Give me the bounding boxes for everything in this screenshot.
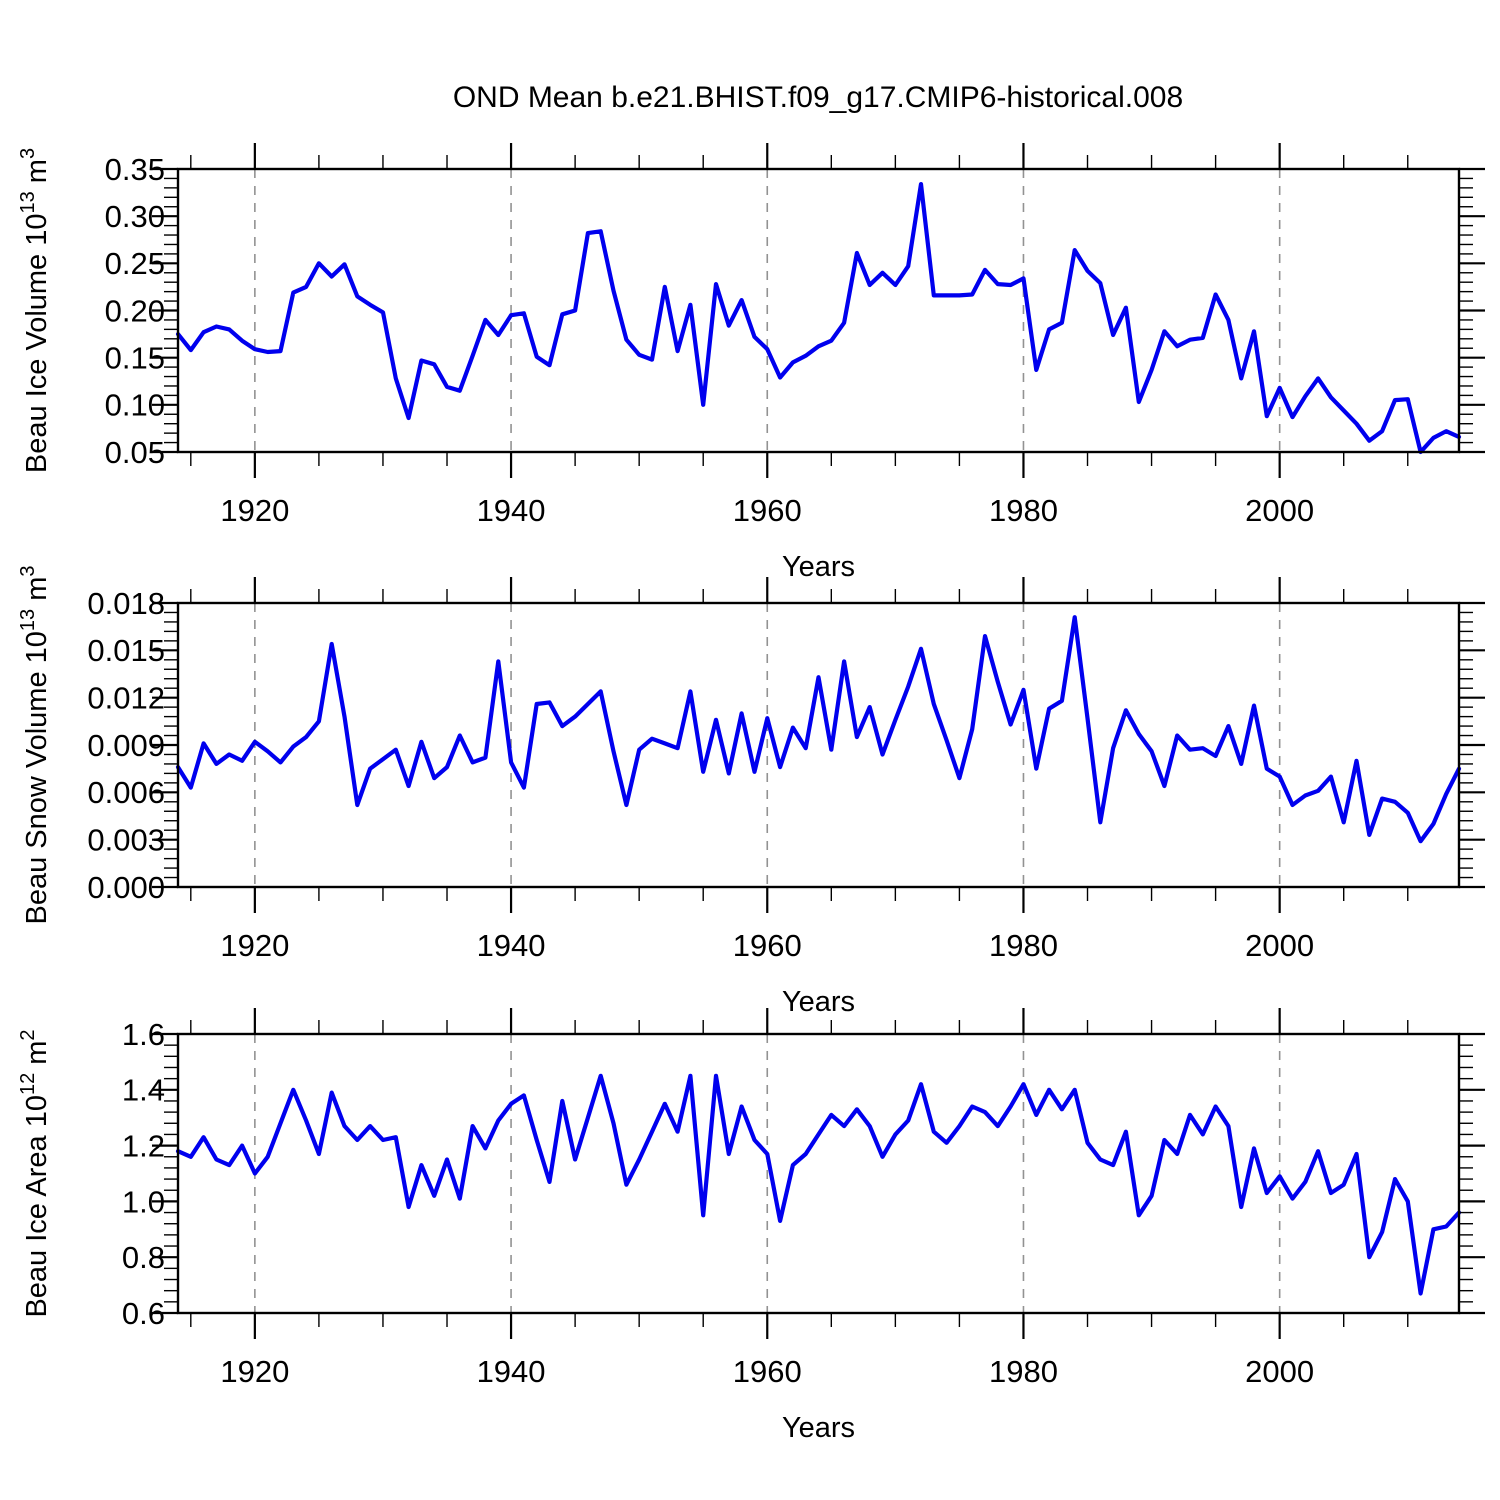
x-tick-label: 1940 xyxy=(477,493,546,528)
x-tick-label: 1940 xyxy=(477,928,546,963)
y-tick-label: 0.018 xyxy=(87,586,165,621)
y-tick-label: 1.6 xyxy=(122,1017,165,1052)
y-tick-label: 0.6 xyxy=(122,1296,165,1331)
x-tick-label: 1960 xyxy=(733,928,802,963)
x-tick-label: 2000 xyxy=(1245,493,1314,528)
tick-marks xyxy=(152,143,1485,478)
y-tick-label: 0.015 xyxy=(87,633,165,668)
y-tick-label: 0.25 xyxy=(105,246,165,281)
x-tick-label: 1980 xyxy=(989,493,1058,528)
tick-marks xyxy=(152,577,1485,913)
y-tick-label: 0.006 xyxy=(87,775,165,810)
y-tick-label: 0.012 xyxy=(87,681,165,716)
x-tick-label: 2000 xyxy=(1245,1354,1314,1389)
beau-ice-volume-line xyxy=(175,182,1462,455)
x-tick-label: 1980 xyxy=(989,1354,1058,1389)
x-axis-title: Years xyxy=(782,986,855,1018)
panels-group: 0.05 0.10 0.15 0.20 0.25 0.30 0.35 1920 1940 1960… xyxy=(17,143,1485,1444)
y-axis-title: Beau Snow Volume 1013​ m3​ xyxy=(17,565,53,924)
y-tick-label: 0.35 xyxy=(105,152,165,187)
y-tick-label: 0.003 xyxy=(87,823,165,858)
y-tick-label: 1.0 xyxy=(122,1184,165,1219)
panel-beau-ice-volume: 0.05 0.10 0.15 0.20 0.25 0.30 0.35 1920 1940 1960… xyxy=(17,143,1485,583)
beau-snow-volume-line xyxy=(175,615,1462,844)
plot-frame xyxy=(176,1032,1461,1315)
figure-title: OND Mean b.e21.BHIST.f09_g17.CMIP6-histo… xyxy=(453,81,1183,114)
y-tick-label: 1.2 xyxy=(122,1128,165,1163)
x-axis-title: Years xyxy=(782,551,855,583)
y-axis-title: Beau Ice Area 1012​ m2​ xyxy=(17,1029,53,1317)
x-tick-label: 1940 xyxy=(477,1354,546,1389)
panel-beau-ice-area: 0.6 0.8 1.0 1.2 1.4 1.6 1920 1940 1960 1980 2000 Ye… xyxy=(17,1008,1485,1444)
x-tick-label: 1920 xyxy=(220,928,289,963)
y-tick-label: 0.15 xyxy=(105,341,165,376)
y-axis-title: Beau Ice Volume 1013​ m3​ xyxy=(17,148,53,473)
y-tick-label: 0.000 xyxy=(87,870,165,905)
y-tick-label: 0.10 xyxy=(105,388,165,423)
beau-ice-area-line xyxy=(175,1073,1462,1296)
y-tick-label: 0.05 xyxy=(105,435,165,470)
x-tick-label: 1960 xyxy=(733,1354,802,1389)
x-tick-label: 2000 xyxy=(1245,928,1314,963)
plot-frame xyxy=(176,601,1461,889)
panel-beau-snow-volume: 0.000 0.003 0.006 0.009 0.012 0.015 0.018 1920 1… xyxy=(17,565,1485,1018)
tick-marks xyxy=(152,1008,1485,1339)
x-tick-label: 1920 xyxy=(220,493,289,528)
y-tick-label: 0.20 xyxy=(105,293,165,328)
x-tick-label: 1920 xyxy=(220,1354,289,1389)
y-tick-label: 0.30 xyxy=(105,199,165,234)
y-tick-label: 0.009 xyxy=(87,728,165,763)
x-tick-label: 1960 xyxy=(733,493,802,528)
y-tick-label: 0.8 xyxy=(122,1240,165,1275)
x-tick-label: 1980 xyxy=(989,928,1058,963)
y-tick-label: 1.4 xyxy=(122,1073,165,1108)
x-axis-title: Years xyxy=(782,1412,855,1444)
